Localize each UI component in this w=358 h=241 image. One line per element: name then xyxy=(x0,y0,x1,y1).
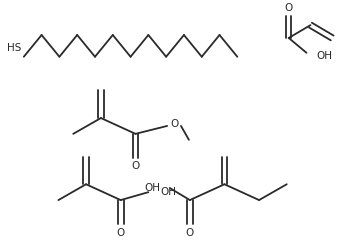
Text: OH: OH xyxy=(144,183,160,193)
Text: O: O xyxy=(170,119,178,129)
Text: O: O xyxy=(285,3,293,13)
Text: OH: OH xyxy=(316,51,332,61)
Text: HS: HS xyxy=(8,43,22,53)
Text: O: O xyxy=(117,228,125,238)
Text: O: O xyxy=(131,161,140,171)
Text: O: O xyxy=(186,228,194,238)
Text: OH: OH xyxy=(160,187,176,197)
